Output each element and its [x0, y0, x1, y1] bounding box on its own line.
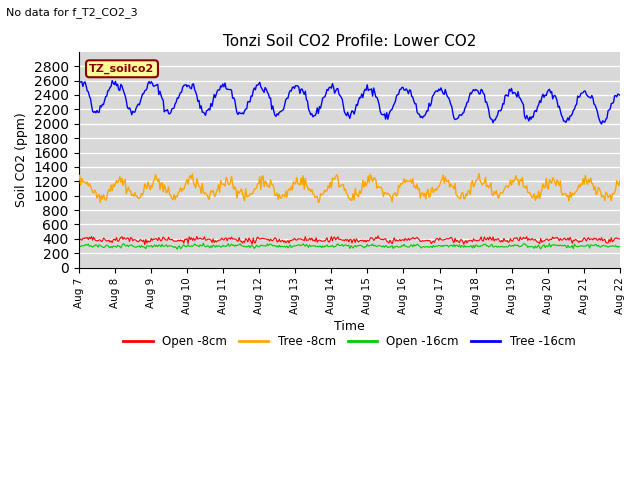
Y-axis label: Soil CO2 (ppm): Soil CO2 (ppm): [15, 112, 28, 207]
Text: No data for f_T2_CO2_3: No data for f_T2_CO2_3: [6, 7, 138, 18]
Text: TZ_soilco2: TZ_soilco2: [90, 64, 155, 74]
Title: Tonzi Soil CO2 Profile: Lower CO2: Tonzi Soil CO2 Profile: Lower CO2: [223, 34, 476, 49]
Legend: Open -8cm, Tree -8cm, Open -16cm, Tree -16cm: Open -8cm, Tree -8cm, Open -16cm, Tree -…: [118, 330, 580, 352]
X-axis label: Time: Time: [334, 320, 365, 333]
